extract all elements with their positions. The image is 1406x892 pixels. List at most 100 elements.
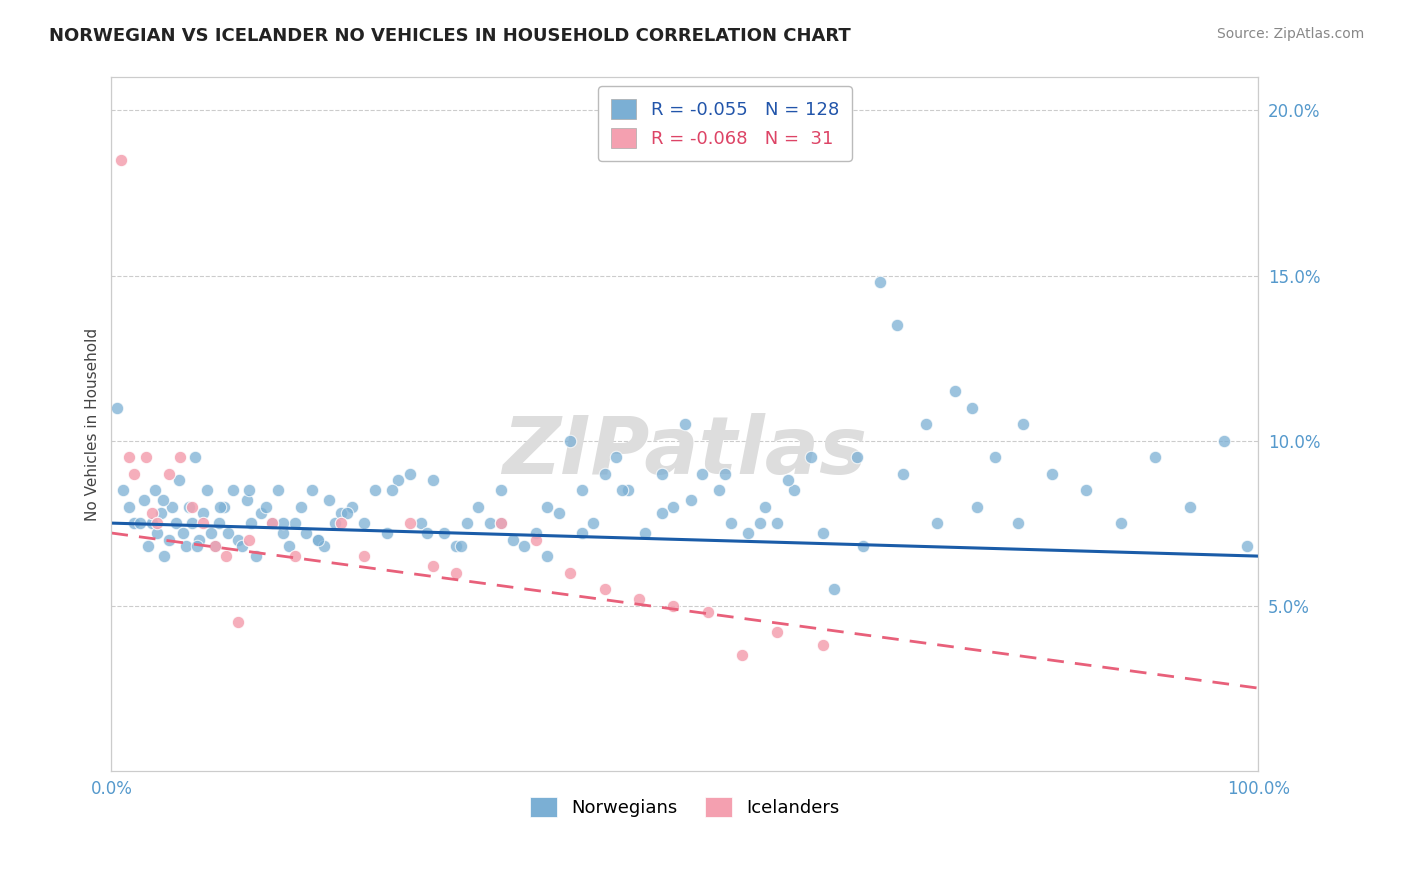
Point <box>524 533 547 547</box>
Point <box>153 549 176 563</box>
Point <box>375 526 398 541</box>
Point <box>208 516 231 530</box>
Legend: Norwegians, Icelanders: Norwegians, Icelanders <box>523 789 846 824</box>
Point <box>731 648 754 662</box>
Point <box>456 516 478 530</box>
Point <box>662 599 685 613</box>
Point <box>571 526 593 541</box>
Point <box>547 506 569 520</box>
Point <box>502 533 524 547</box>
Point <box>411 516 433 530</box>
Point <box>284 516 307 530</box>
Point <box>560 566 582 580</box>
Point <box>135 450 157 464</box>
Point <box>318 493 340 508</box>
Point <box>422 559 444 574</box>
Point <box>891 467 914 481</box>
Point <box>180 500 202 514</box>
Point <box>593 582 616 596</box>
Point <box>129 516 152 530</box>
Point <box>105 401 128 415</box>
Point <box>249 506 271 520</box>
Point <box>312 539 335 553</box>
Point <box>117 500 139 514</box>
Point <box>157 533 180 547</box>
Point <box>398 467 420 481</box>
Point <box>467 500 489 514</box>
Point <box>983 450 1005 464</box>
Point <box>146 516 169 530</box>
Point <box>141 516 163 530</box>
Point <box>157 467 180 481</box>
Point <box>238 533 260 547</box>
Point <box>765 625 787 640</box>
Point <box>422 473 444 487</box>
Point <box>737 526 759 541</box>
Point <box>204 539 226 553</box>
Point <box>478 516 501 530</box>
Point <box>301 483 323 497</box>
Point <box>960 401 983 415</box>
Point <box>124 467 146 481</box>
Point <box>240 516 263 530</box>
Point <box>914 417 936 431</box>
Point <box>278 539 301 553</box>
Point <box>195 483 218 497</box>
Point <box>209 500 232 514</box>
Point <box>353 549 375 563</box>
Point <box>1012 417 1035 431</box>
Point <box>215 549 238 563</box>
Point <box>172 526 194 541</box>
Point <box>273 516 295 530</box>
Point <box>267 483 290 497</box>
Point <box>651 506 673 520</box>
Point <box>124 516 146 530</box>
Point <box>226 533 249 547</box>
Point <box>571 483 593 497</box>
Point <box>450 539 472 553</box>
Point <box>381 483 404 497</box>
Point <box>222 483 245 497</box>
Point <box>307 533 329 547</box>
Point <box>398 516 420 530</box>
Point <box>136 539 159 553</box>
Point <box>236 493 259 508</box>
Point <box>323 516 346 530</box>
Point <box>111 483 134 497</box>
Point <box>765 516 787 530</box>
Point <box>927 516 949 530</box>
Point <box>605 450 627 464</box>
Point <box>1109 516 1132 530</box>
Text: NORWEGIAN VS ICELANDER NO VEHICLES IN HOUSEHOLD CORRELATION CHART: NORWEGIAN VS ICELANDER NO VEHICLES IN HO… <box>49 27 851 45</box>
Point <box>1178 500 1201 514</box>
Point <box>146 526 169 541</box>
Point <box>823 582 845 596</box>
Point <box>200 526 222 541</box>
Text: ZIPatlas: ZIPatlas <box>502 413 868 491</box>
Point <box>444 539 467 553</box>
Point <box>186 539 208 553</box>
Y-axis label: No Vehicles in Household: No Vehicles in Household <box>86 327 100 521</box>
Point <box>582 516 605 530</box>
Point <box>536 500 558 514</box>
Point <box>284 549 307 563</box>
Point <box>524 526 547 541</box>
Point <box>307 533 329 547</box>
Point <box>152 493 174 508</box>
Point <box>679 493 702 508</box>
Point <box>149 506 172 520</box>
Point <box>943 384 966 398</box>
Text: Source: ZipAtlas.com: Source: ZipAtlas.com <box>1216 27 1364 41</box>
Point <box>342 500 364 514</box>
Point <box>217 526 239 541</box>
Point <box>260 516 283 530</box>
Point <box>616 483 638 497</box>
Point <box>610 483 633 497</box>
Point <box>491 516 513 530</box>
Point <box>593 467 616 481</box>
Point <box>628 592 651 607</box>
Point <box>141 506 163 520</box>
Point <box>169 450 191 464</box>
Point <box>179 500 201 514</box>
Point <box>254 500 277 514</box>
